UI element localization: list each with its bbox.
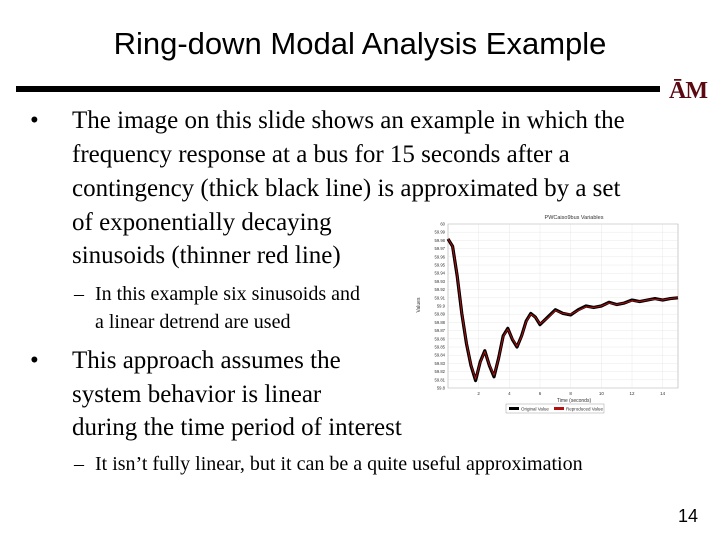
- x-tick-label: 4: [508, 391, 511, 396]
- bullet-1-line-1: The image on this slide shows an example…: [72, 107, 625, 134]
- slide-title: Ring-down Modal Analysis Example: [113, 26, 607, 61]
- legend-original: Original Value: [521, 407, 549, 412]
- y-tick-label: 59.92: [435, 287, 446, 292]
- y-tick-label: 59.93: [435, 279, 446, 284]
- x-tick-label: 12: [629, 391, 635, 396]
- bullet-1-line-3: contingency (thick black line) is approx…: [72, 175, 621, 202]
- sub-bullet-marker: –: [74, 283, 84, 305]
- chart-title: PWCaiso9bus Variables: [545, 215, 604, 221]
- legend-reproduced: Reproduced Value: [566, 407, 603, 412]
- y-tick-label: 59.91: [435, 295, 446, 300]
- legend-swatch-original: [509, 407, 519, 410]
- y-tick-label: 59.88: [435, 320, 446, 325]
- bullet-1-line-2: frequency response at a bus for 15 secon…: [72, 141, 570, 168]
- y-axis-label: Values: [416, 297, 422, 312]
- bullet-marker: •: [30, 347, 39, 374]
- y-tick-label: 59.81: [435, 377, 446, 382]
- y-tick-label: 59.87: [435, 328, 446, 333]
- university-logo: ĀM: [669, 78, 708, 104]
- sub-bullet-1-line-1: In this example six sinusoids and: [95, 283, 360, 305]
- y-tick-label: 59.97: [435, 246, 446, 251]
- x-tick-label: 6: [539, 391, 542, 396]
- y-tick-label: 59.86: [435, 336, 446, 341]
- bullet-1-line-5: sinusoids (thinner red line): [72, 242, 341, 269]
- y-tick-label: 59.9: [437, 304, 446, 309]
- x-axis-label: Time (seconds): [557, 398, 592, 404]
- y-tick-label: 59.82: [435, 369, 446, 374]
- y-tick-label: 59.94: [435, 271, 446, 276]
- y-tick-label: 60: [440, 222, 445, 227]
- page-number: 14: [677, 506, 698, 526]
- frequency-chart: PWCaiso9bus Variables 6059.9959.9859.975…: [414, 210, 694, 420]
- y-tick-label: 59.84: [435, 353, 446, 358]
- chart-legend: Original Value Reproduced Value: [505, 403, 605, 414]
- x-tick-label: 8: [569, 391, 572, 396]
- bullet-2-line-3: during the time period of interest: [72, 414, 402, 441]
- y-tick-label: 59.85: [435, 345, 446, 350]
- bullet-2-line-2: system behavior is linear: [72, 381, 322, 408]
- y-tick-label: 59.83: [435, 361, 446, 366]
- x-tick-label: 10: [599, 391, 605, 396]
- x-tick-label: 14: [660, 391, 666, 396]
- y-tick-label: 59.96: [435, 254, 446, 259]
- sub-bullet-marker: –: [74, 453, 84, 475]
- sub-bullet-1-line-2: a linear detrend are used: [95, 311, 291, 333]
- y-tick-label: 59.99: [435, 230, 446, 235]
- bullet-1-line-4: of exponentially decaying: [72, 209, 332, 236]
- sub-bullet-2-line-1: It isn’t fully linear, but it can be a q…: [95, 453, 583, 475]
- bullet-2-line-1: This approach assumes the: [72, 347, 341, 374]
- y-tick-label: 59.98: [435, 238, 446, 243]
- title-rule: [16, 86, 660, 92]
- series-reproduced-line: [447, 238, 679, 380]
- y-tick-label: 59.89: [435, 312, 446, 317]
- y-tick-label: 59.95: [435, 263, 446, 268]
- bullet-marker: •: [30, 107, 39, 134]
- y-tick-label: 59.8: [437, 386, 446, 391]
- legend-swatch-reproduced: [554, 407, 564, 410]
- x-tick-label: 2: [477, 391, 480, 396]
